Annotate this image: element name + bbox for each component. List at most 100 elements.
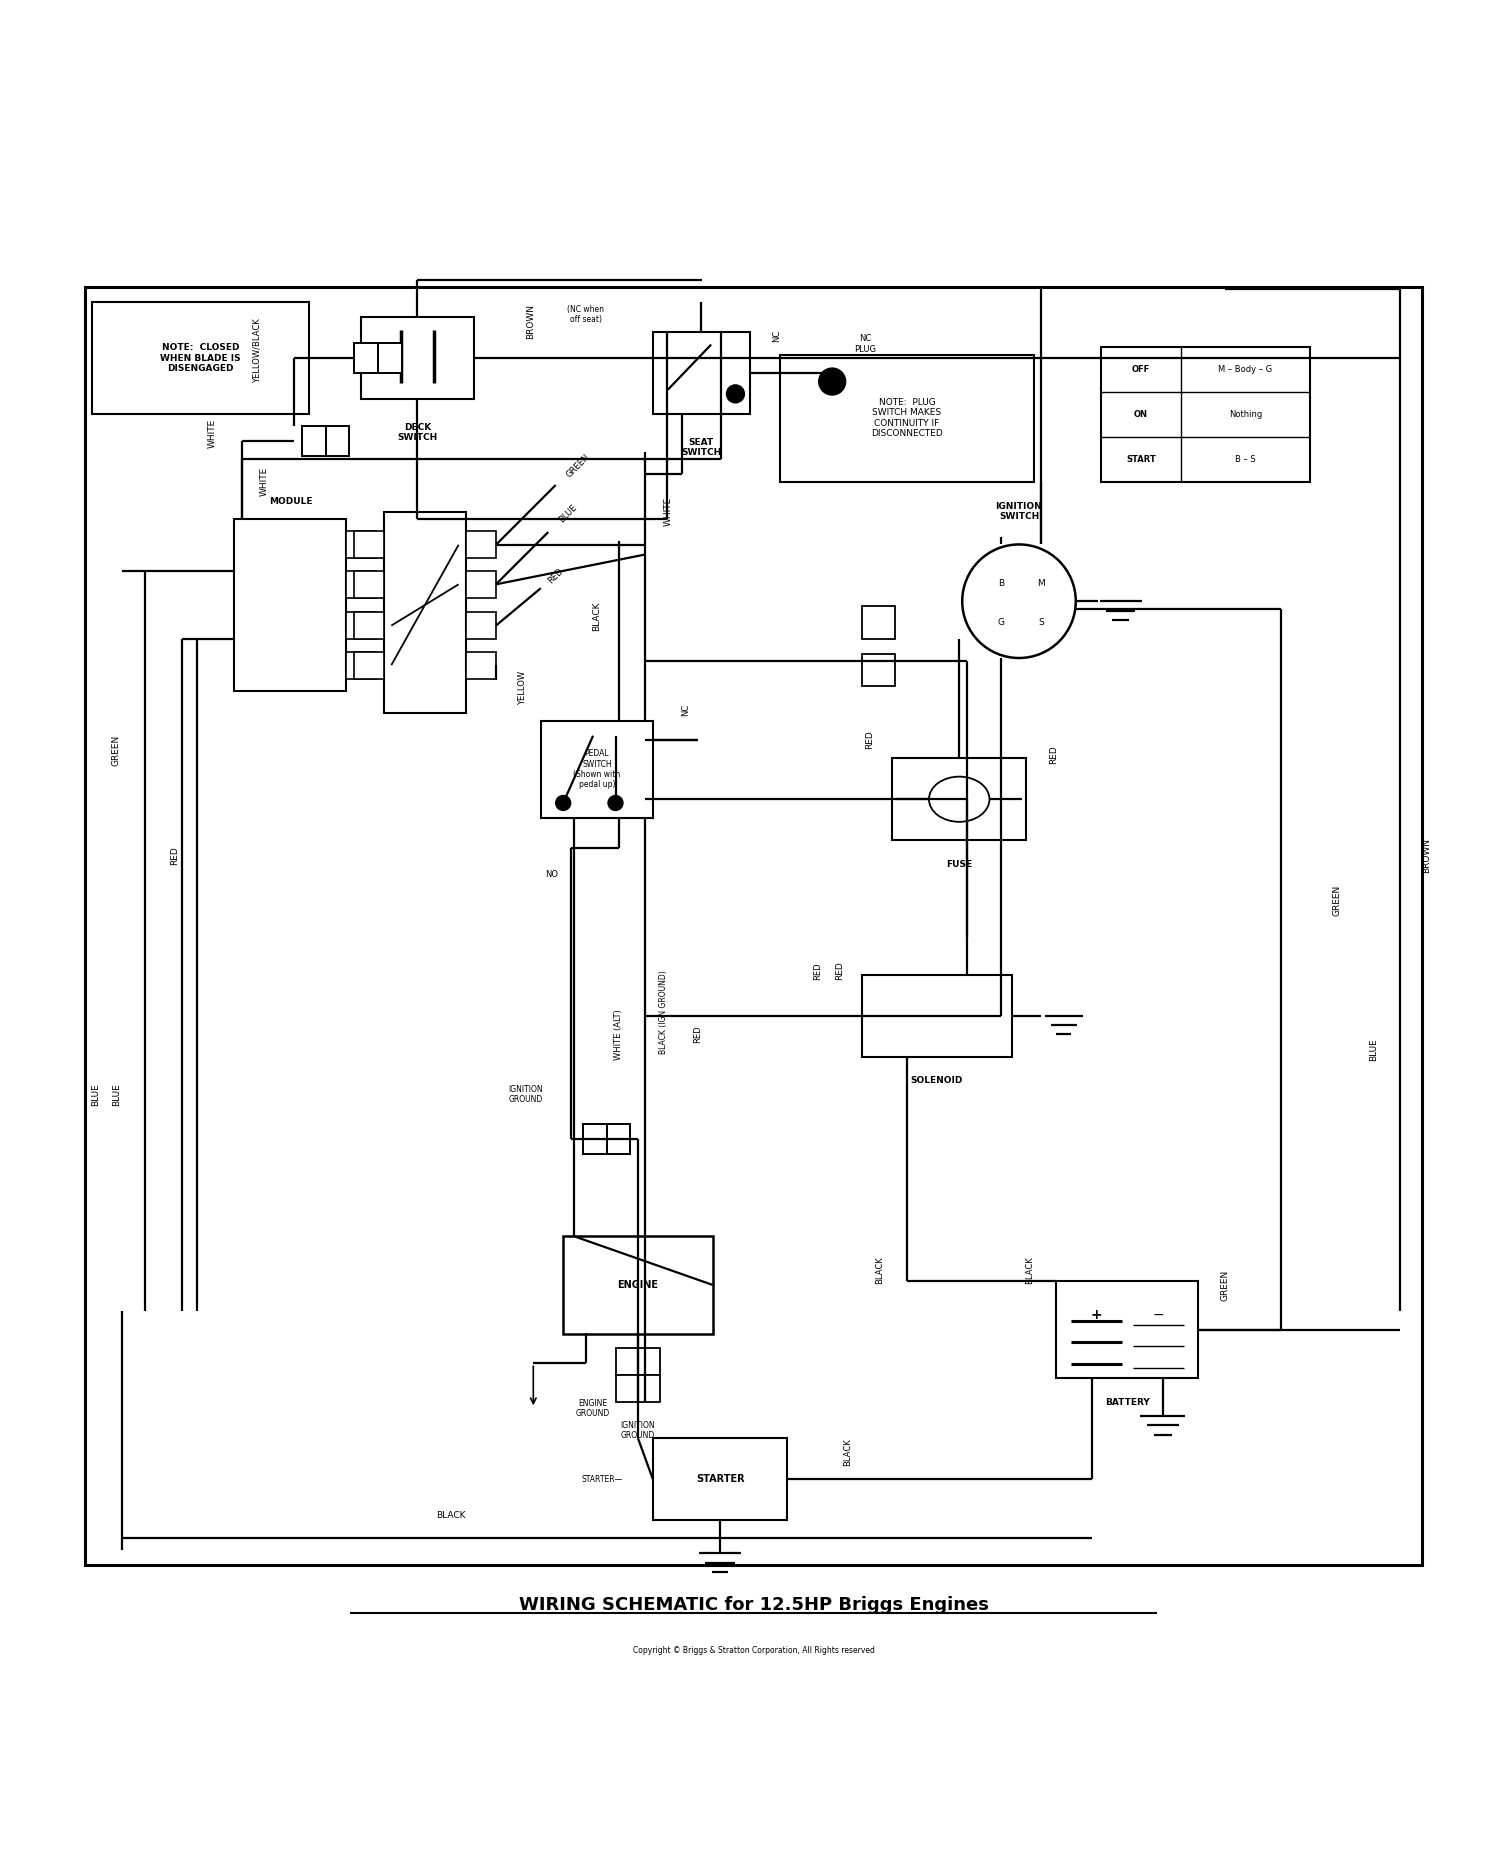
Circle shape	[726, 385, 744, 404]
Text: PEDAL
SWITCH
(Shown with
pedal up): PEDAL SWITCH (Shown with pedal up)	[573, 750, 621, 789]
Text: −: −	[1154, 1308, 1164, 1322]
Bar	[652, 333, 750, 415]
Bar	[346, 612, 376, 640]
Text: ENGINE
GROUND: ENGINE GROUND	[576, 1399, 610, 1417]
Text: GREEN: GREEN	[112, 735, 122, 766]
Bar	[606, 1123, 630, 1155]
Text: M – Body – G: M – Body – G	[1218, 365, 1272, 374]
Text: RED: RED	[865, 731, 874, 750]
Text: NC: NC	[681, 705, 690, 716]
Text: NC
PLUG: NC PLUG	[853, 335, 876, 353]
Text: BLUE: BLUE	[112, 1083, 122, 1105]
Bar	[384, 512, 466, 712]
Bar	[780, 355, 1034, 482]
Text: WHITE (ALT): WHITE (ALT)	[614, 1010, 622, 1060]
Text: OFF: OFF	[1132, 365, 1150, 374]
Text: WHITE: WHITE	[260, 467, 268, 497]
Bar	[862, 653, 895, 686]
Bar	[326, 426, 350, 456]
Text: BLACK: BLACK	[876, 1256, 885, 1283]
Bar	[862, 606, 895, 638]
Text: BLACK: BLACK	[843, 1438, 852, 1466]
Bar	[362, 318, 474, 400]
Circle shape	[555, 796, 570, 811]
Text: BLACK (IGN GROUND): BLACK (IGN GROUND)	[658, 971, 668, 1055]
Text: Nothing: Nothing	[1228, 409, 1262, 418]
Bar	[354, 571, 384, 597]
Bar	[862, 975, 1011, 1056]
Text: START: START	[1126, 454, 1156, 463]
Text: MODULE: MODULE	[268, 497, 312, 506]
Text: BLACK: BLACK	[1024, 1256, 1033, 1283]
Text: NC: NC	[772, 329, 782, 342]
Bar	[652, 1438, 788, 1520]
Text: BLACK: BLACK	[592, 601, 602, 631]
Text: SEAT
SWITCH: SEAT SWITCH	[681, 437, 722, 458]
Text: RED: RED	[546, 567, 566, 586]
Bar	[93, 303, 309, 415]
Bar	[466, 571, 496, 597]
Bar	[892, 759, 1026, 841]
Bar	[615, 1348, 660, 1375]
Bar	[354, 651, 384, 679]
Text: DECK
SWITCH: DECK SWITCH	[398, 422, 438, 443]
Bar	[86, 288, 1422, 1564]
Text: STARTER—: STARTER—	[582, 1475, 622, 1484]
Text: IGNITION
GROUND: IGNITION GROUND	[509, 1084, 543, 1105]
Text: BATTERY: BATTERY	[1106, 1397, 1149, 1406]
Bar	[346, 651, 376, 679]
Text: GREEN: GREEN	[564, 452, 591, 480]
Bar	[542, 722, 652, 818]
Text: G: G	[998, 618, 1005, 627]
Text: B&S: B&S	[486, 941, 656, 1010]
Text: ENGINE: ENGINE	[618, 1280, 658, 1291]
Text: S: S	[1038, 618, 1044, 627]
Bar	[466, 612, 496, 640]
Bar	[354, 612, 384, 640]
Text: BLACK: BLACK	[436, 1512, 466, 1520]
Bar	[562, 1237, 712, 1334]
Text: NOTE:  PLUG
SWITCH MAKES
CONTINUITY IF
DISCONNECTED: NOTE: PLUG SWITCH MAKES CONTINUITY IF DI…	[871, 398, 944, 439]
Bar	[1056, 1282, 1198, 1378]
Bar	[466, 532, 496, 558]
Text: NO: NO	[546, 870, 558, 880]
Text: RED: RED	[693, 1027, 702, 1043]
Text: BROWN: BROWN	[1422, 837, 1431, 872]
Text: BLUE: BLUE	[1368, 1038, 1377, 1060]
Text: IGNITION
SWITCH: IGNITION SWITCH	[996, 502, 1042, 521]
Bar	[582, 1123, 606, 1155]
Text: BLUE: BLUE	[92, 1083, 100, 1105]
Text: GREEN: GREEN	[1334, 885, 1342, 915]
Text: ON: ON	[1134, 409, 1148, 418]
Bar	[234, 519, 346, 690]
Text: M: M	[1038, 578, 1046, 588]
Text: RED: RED	[1048, 746, 1058, 764]
Text: WHITE: WHITE	[663, 497, 672, 526]
Text: RED: RED	[836, 962, 844, 980]
Bar	[378, 344, 402, 374]
Bar	[354, 532, 384, 558]
Text: YELLOW: YELLOW	[519, 670, 528, 705]
Text: B: B	[998, 578, 1004, 588]
Text: WHITE: WHITE	[207, 418, 216, 448]
Bar	[346, 571, 376, 597]
Bar	[354, 344, 378, 374]
Text: +: +	[1090, 1308, 1102, 1322]
Text: RED: RED	[813, 962, 822, 980]
Text: NOTE:  CLOSED
WHEN BLADE IS
DISENGAGED: NOTE: CLOSED WHEN BLADE IS DISENGAGED	[160, 344, 242, 374]
Text: Copyright © Briggs & Stratton Corporation, All Rights reserved: Copyright © Briggs & Stratton Corporatio…	[633, 1646, 874, 1655]
Text: YELLOW/BLACK: YELLOW/BLACK	[252, 318, 261, 383]
Bar	[1101, 348, 1311, 482]
Text: STARTER: STARTER	[696, 1475, 744, 1484]
Circle shape	[819, 368, 846, 394]
Text: BLUE: BLUE	[556, 504, 579, 525]
Text: RED: RED	[170, 846, 178, 865]
Bar	[346, 532, 376, 558]
Text: SOLENOID: SOLENOID	[910, 1077, 963, 1086]
Polygon shape	[930, 937, 1004, 975]
Circle shape	[608, 796, 622, 811]
Bar	[302, 426, 326, 456]
Text: GREEN: GREEN	[1221, 1269, 1230, 1300]
Bar	[615, 1375, 660, 1402]
Text: BROWN: BROWN	[526, 303, 536, 339]
